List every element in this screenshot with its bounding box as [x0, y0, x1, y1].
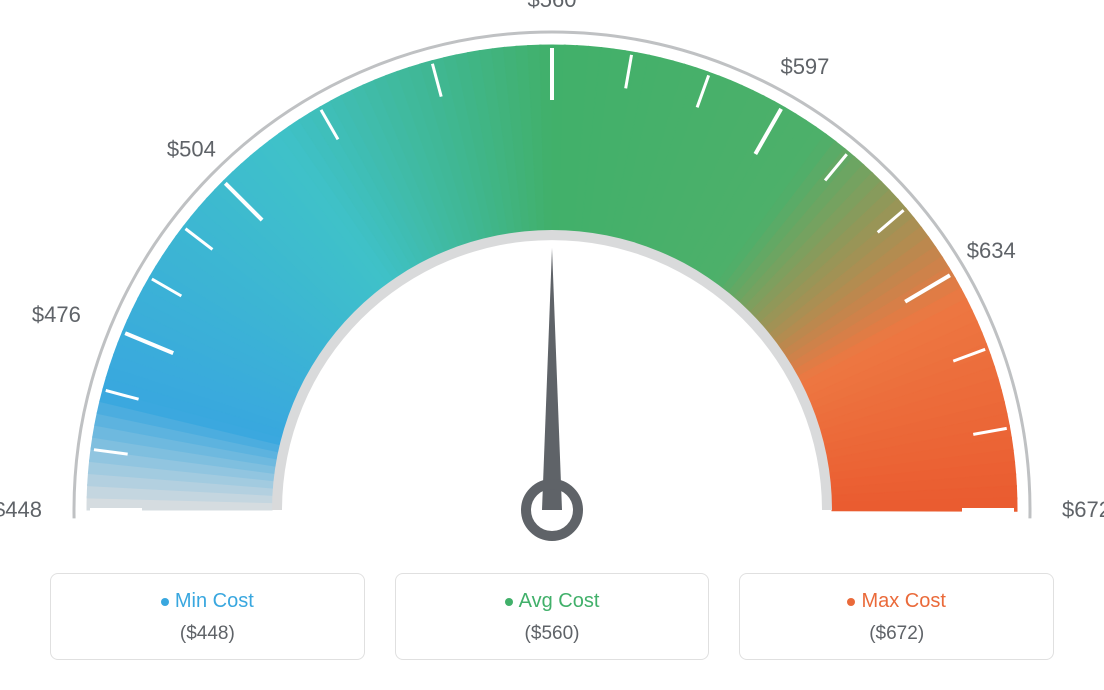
gauge-tick-label: $476: [32, 302, 81, 327]
gauge-tick-label: $504: [167, 136, 216, 161]
gauge-tick-label: $672: [1062, 497, 1104, 522]
legend-title-avg-text: Avg Cost: [519, 590, 600, 612]
legend-row: Min Cost ($448) Avg Cost ($560) Max Cost…: [50, 573, 1054, 660]
legend-card-max: Max Cost ($672): [739, 573, 1054, 660]
legend-bullet-avg: [505, 598, 513, 606]
gauge-tick-label: $597: [780, 54, 829, 79]
legend-card-min: Min Cost ($448): [50, 573, 365, 660]
legend-value-max: ($672): [740, 623, 1053, 645]
legend-title-max: Max Cost: [740, 590, 1053, 613]
legend-value-min: ($448): [51, 623, 364, 645]
legend-title-avg: Avg Cost: [396, 590, 709, 613]
gauge-area: $448 $476 $504 $560 $597 $634 $672: [0, 0, 1104, 560]
gauge-svg: $448 $476 $504 $560 $597 $634 $672: [0, 0, 1104, 560]
gauge-tick-label: $634: [967, 238, 1016, 263]
legend-card-avg: Avg Cost ($560): [395, 573, 710, 660]
gauge-tick-label: $448: [0, 497, 42, 522]
legend-bullet-max: [847, 598, 855, 606]
gauge-tick-label: $560: [528, 0, 577, 12]
legend-value-avg: ($560): [396, 623, 709, 645]
gauge-needle: [542, 248, 562, 510]
legend-title-min-text: Min Cost: [175, 590, 254, 612]
cost-gauge-chart: $448 $476 $504 $560 $597 $634 $672 Min Cost ($…: [0, 0, 1104, 690]
legend-bullet-min: [161, 598, 169, 606]
legend-title-min: Min Cost: [51, 590, 364, 613]
legend-title-max-text: Max Cost: [861, 590, 945, 612]
